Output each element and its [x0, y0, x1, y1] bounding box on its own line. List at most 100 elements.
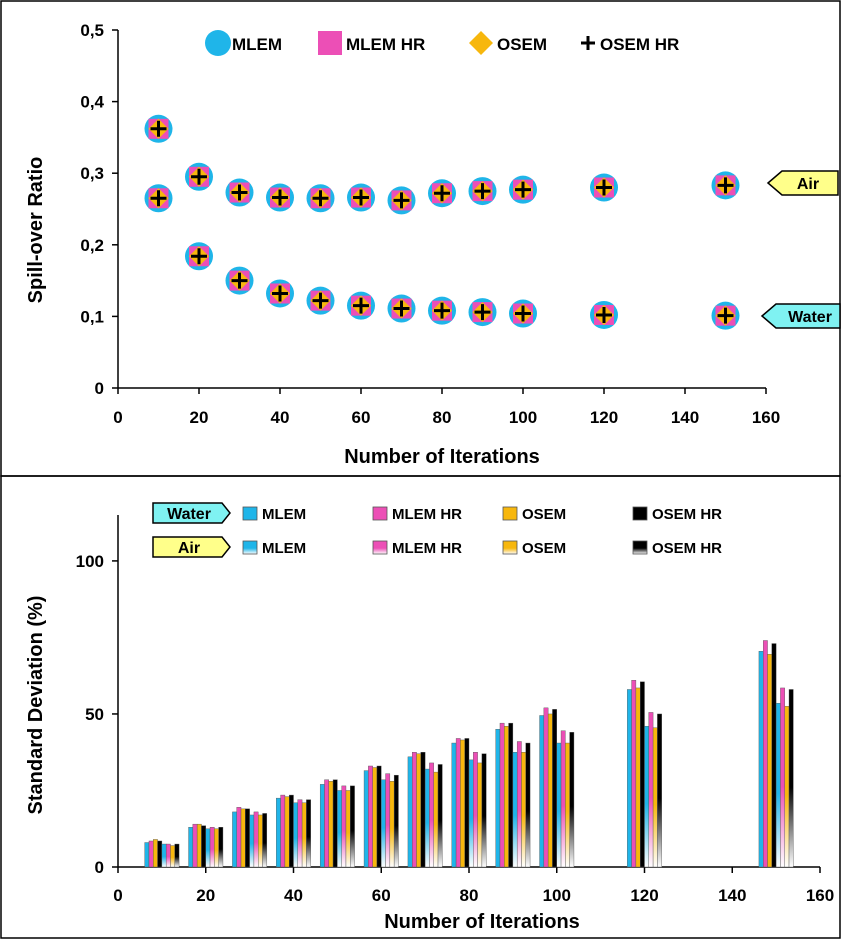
air-osem-bar	[565, 742, 570, 868]
bottom-x-tick-label: 60	[372, 886, 391, 905]
water-osem-hr-bar	[420, 752, 426, 868]
water-point	[225, 266, 254, 295]
air-osem-hr-bar	[569, 732, 575, 868]
legend-water-tag: Water	[152, 502, 231, 524]
air-osem-bar	[301, 802, 307, 868]
water-mlem-bar	[495, 729, 501, 868]
osem-hr-point	[150, 190, 167, 207]
water-osem-hr-bar	[289, 794, 294, 868]
water-mlem-bar	[407, 756, 413, 868]
osem-hr-point	[272, 285, 288, 302]
air-mlem-hr-bar	[429, 762, 434, 868]
legend-osem-hr-label: OSEM HR	[600, 35, 679, 54]
air-osem-bar	[214, 828, 219, 868]
water-osem-hr-bar	[464, 738, 470, 868]
air-mlem-bar	[644, 726, 650, 868]
air-osem-bar	[389, 781, 395, 868]
legend-osem-hr-marker	[581, 36, 595, 50]
top-data-points	[144, 114, 740, 330]
air-osem-hr-bar	[525, 742, 531, 868]
water-mlem-hr-bar	[148, 840, 154, 868]
osem-hr-point	[191, 168, 207, 185]
osem-hr-point	[150, 120, 167, 137]
water-osem-bar	[460, 739, 465, 868]
osem-hr-point	[231, 184, 248, 201]
water-mlem-bar	[144, 842, 150, 868]
air-mlem-hr-bar	[516, 741, 522, 868]
top-legend: MLEM MLEM HR OSEM OSEM HR	[205, 30, 679, 56]
top-x-tick-label: 40	[271, 408, 290, 427]
osem-hr-point	[474, 304, 491, 321]
air-mlem-hr-bar	[560, 730, 566, 868]
water-mlem-bar	[319, 784, 325, 868]
osem-hr-point	[231, 272, 248, 289]
water-tag-label: Water	[788, 309, 832, 326]
air-osem-hr-bar	[174, 843, 180, 868]
air-mlem-bar	[249, 814, 255, 868]
bottom-x-tick-label: 100	[543, 886, 571, 905]
air-osem-hr-bar	[393, 774, 399, 868]
water-mlem-hr-bar	[631, 680, 637, 868]
air-point	[225, 178, 254, 207]
bottom-x-ticks: 0 20 40 60 80 100 120 140 160	[113, 867, 834, 905]
air-point	[387, 186, 416, 215]
osem-hr-point	[393, 192, 410, 209]
top-x-tick-label: 80	[433, 408, 452, 427]
water-mlem-hr-bar	[499, 722, 505, 868]
air-point	[185, 162, 213, 191]
water-mlem-hr-bar	[455, 738, 461, 868]
osem-hr-point	[434, 302, 450, 319]
air-mlem-bar	[424, 768, 430, 868]
water-mlem-hr-bar	[412, 752, 417, 868]
legend-water-osem-hr-swatch	[632, 506, 648, 521]
water-osem-hr-bar	[508, 722, 514, 868]
water-osem-bar	[372, 767, 378, 868]
water-point	[347, 291, 375, 320]
bottom-y-tick-label: 100	[76, 552, 104, 571]
air-osem-bar	[433, 771, 439, 868]
air-mlem-hr-bar	[253, 811, 259, 868]
air-mlem-hr-bar	[297, 799, 303, 868]
top-y-tick-label: 0,5	[80, 21, 104, 40]
water-point	[509, 299, 537, 328]
water-mlem-hr-bar	[236, 807, 242, 868]
air-mlem-bar	[468, 759, 474, 868]
legend-water-osem-swatch	[502, 506, 518, 521]
air-mlem-hr-bar	[209, 827, 215, 868]
water-osem-bar	[153, 839, 158, 868]
water-osem-hr-bar	[771, 643, 777, 868]
water-mlem-bar	[758, 651, 764, 868]
top-y-ticks: 0 0,1 0,2 0,3 0,4 0,5	[80, 21, 118, 398]
water-osem-bar	[635, 687, 641, 868]
bottom-y-ticks: 0 50 100	[76, 552, 118, 877]
water-osem-bar	[196, 823, 202, 868]
air-point	[428, 179, 456, 208]
top-x-tick-label: 100	[509, 408, 537, 427]
bottom-x-tick-label: 80	[460, 886, 479, 905]
air-tag: Air	[766, 170, 839, 196]
osem-hr-point	[353, 189, 369, 206]
osem-hr-point	[717, 177, 734, 194]
air-point	[347, 183, 375, 212]
bottom-x-tick-label: 140	[718, 886, 746, 905]
top-x-axis-label: Number of Iterations	[344, 446, 540, 468]
air-mlem-bar	[512, 752, 518, 868]
air-osem-hr-bar	[481, 753, 487, 868]
air-osem-bar	[521, 752, 526, 868]
air-osem-bar	[784, 706, 790, 868]
legend-water-tag-label: Water	[167, 506, 211, 523]
air-point	[144, 184, 173, 213]
legend-air-osem-label: OSEM	[522, 540, 566, 557]
air-mlem-bar	[556, 742, 562, 868]
bottom-y-tick-label: 0	[95, 858, 104, 877]
air-mlem-bar	[161, 843, 167, 868]
air-mlem-bar	[775, 703, 781, 868]
air-osem-hr-bar	[306, 799, 311, 868]
air-point	[468, 177, 497, 206]
water-point	[711, 301, 740, 330]
water-osem-hr-bar	[157, 840, 163, 868]
bottom-bars	[144, 640, 794, 868]
bottom-legend: Water Air MLEM MLEM HR OSEM OSEM HR MLEM…	[152, 502, 722, 558]
air-mlem-bar	[381, 779, 386, 868]
air-point	[590, 173, 618, 202]
